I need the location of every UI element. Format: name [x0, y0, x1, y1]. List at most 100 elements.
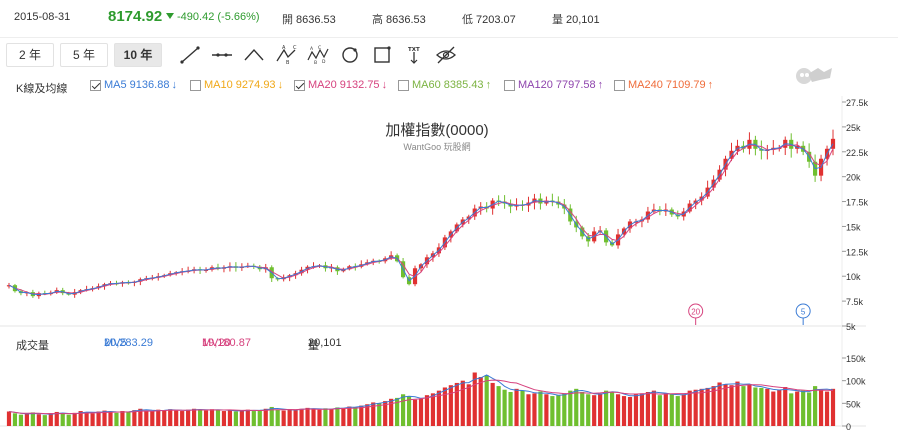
ma20-line — [8, 144, 834, 296]
mv5-value: 20,283.29 — [104, 337, 153, 349]
mv5-label: MV5 — [104, 337, 127, 349]
volume-bar — [395, 397, 400, 426]
volume-bar — [657, 395, 662, 426]
volume-bar — [18, 414, 24, 426]
volume-bar — [257, 410, 262, 426]
volume-bar — [824, 391, 830, 426]
hide-drawings-icon[interactable] — [434, 44, 458, 66]
ma20-checkbox[interactable] — [294, 79, 305, 91]
range-10y-button[interactable]: 10 年 — [114, 43, 162, 67]
price-tick-label: 25k — [846, 123, 861, 133]
ma-item-ma240[interactable]: MA240 7109.79 ↑ — [614, 79, 713, 91]
volume-bar — [699, 388, 704, 426]
volume-bar — [639, 393, 645, 426]
volume-bar — [353, 406, 358, 426]
volume-bar — [60, 413, 65, 426]
price-volume-chart[interactable]: 27.5k 25k 22.5k 20k 17.5k 15k 12.5k 10k 7.5k 5k 15… — [0, 96, 898, 431]
low-value: 7203.07 — [476, 14, 516, 26]
text-tool-icon[interactable]: TXT — [402, 44, 426, 66]
ma-legend-row: K線及均線 MA5 9136.88 ↓ MA10 9274.93 ↓ MA20 9132… — [0, 78, 898, 96]
volume-bar — [269, 406, 274, 426]
volume-bar — [24, 413, 29, 426]
volume-bar — [550, 396, 555, 426]
volume-bar — [741, 386, 746, 426]
ma10-checkbox[interactable] — [190, 79, 201, 91]
ma60-label: MA60 8385.43 — [412, 79, 484, 91]
price-tick-label: 10k — [846, 272, 861, 282]
volume-bar — [818, 389, 824, 426]
triangle-tool-icon[interactable] — [242, 44, 266, 66]
ma10-label: MA10 9274.93 — [204, 79, 276, 91]
volume-bar — [663, 393, 668, 426]
rectangle-tool-icon[interactable] — [370, 44, 394, 66]
volume-bar — [317, 409, 322, 426]
volume-bar — [574, 388, 579, 426]
ma240-checkbox[interactable] — [614, 79, 625, 91]
volume-bar — [197, 410, 203, 426]
volume-bar — [633, 394, 639, 426]
volume-bar — [484, 375, 489, 426]
volume-bar — [777, 389, 782, 426]
svg-text:D: D — [322, 59, 326, 65]
quote-bar: 2015-08-31 8174.92 -490.42 (-5.66%) 開 863… — [0, 0, 898, 38]
volume-bar — [72, 412, 77, 426]
volume-bar — [275, 409, 280, 426]
circle-tool-icon[interactable] — [338, 44, 362, 66]
quote-change: -490.42 (-5.66%) — [166, 11, 260, 23]
ma10-arrow: ↓ — [277, 79, 284, 91]
ma120-checkbox[interactable] — [504, 79, 515, 91]
volume-bar — [108, 412, 113, 426]
horizontal-line-tool-icon[interactable] — [210, 44, 234, 66]
open-label: 開 — [282, 14, 293, 26]
volume-bar — [681, 394, 686, 426]
quote-date: 2015-08-31 — [14, 11, 71, 23]
svg-text:A: A — [282, 45, 286, 51]
ma5-checkbox[interactable] — [90, 79, 101, 91]
range-5y-button[interactable]: 5 年 — [60, 43, 108, 67]
volume-bar — [478, 377, 483, 426]
ma60-checkbox[interactable] — [398, 79, 409, 91]
volume-bar — [120, 411, 125, 426]
candle-body — [6, 285, 12, 287]
volume-bar — [544, 394, 549, 426]
wantgoo-logo — [790, 62, 840, 98]
volume-bar — [669, 394, 674, 426]
price-tick-label: 27.5k — [846, 98, 869, 108]
volume-bar — [693, 389, 698, 426]
volume-bar — [729, 385, 734, 426]
volume-bar — [615, 394, 621, 426]
volume-bar — [132, 410, 137, 426]
ma-item-ma120[interactable]: MA120 7797.58 ↑ — [504, 79, 603, 91]
quote-change-text: -490.42 (-5.66%) — [177, 11, 260, 23]
abc-pattern-tool-icon[interactable]: A B C — [274, 44, 298, 66]
volume-bar — [281, 410, 286, 426]
volume-panel-title: 成交量 — [16, 340, 49, 352]
volume-bar — [36, 414, 41, 426]
ma-item-ma10[interactable]: MA10 9274.93 ↓ — [190, 79, 283, 91]
volume-tick-label: 0 — [846, 422, 851, 431]
volume-bar — [556, 395, 561, 426]
price-tick-label: 12.5k — [846, 247, 869, 257]
volume-bar — [675, 396, 680, 426]
range-2y-button[interactable]: 2 年 — [6, 43, 54, 67]
svg-text:C: C — [293, 45, 297, 51]
volume-bar — [168, 409, 173, 426]
volume-bar — [813, 386, 818, 426]
volume-bar — [359, 405, 364, 426]
price-tick-label: 17.5k — [846, 198, 869, 208]
line-tool-icon[interactable] — [178, 44, 202, 66]
volume-bar — [765, 388, 770, 426]
ma-item-ma60[interactable]: MA60 8385.43 ↑ — [398, 79, 491, 91]
ma-item-ma20[interactable]: MA20 9132.75 ↓ — [294, 79, 387, 91]
volume-bar — [759, 387, 764, 426]
volume-bar — [717, 382, 722, 426]
quote-low: 低 7203.07 — [462, 11, 516, 27]
volume-bar — [795, 391, 800, 426]
volume-bar — [293, 410, 298, 426]
volume-bar — [526, 394, 531, 426]
volume-tick-label: 50k — [846, 399, 861, 409]
ma-item-ma5[interactable]: MA5 9136.88 ↓ — [90, 79, 177, 91]
volume-bar — [807, 392, 812, 426]
